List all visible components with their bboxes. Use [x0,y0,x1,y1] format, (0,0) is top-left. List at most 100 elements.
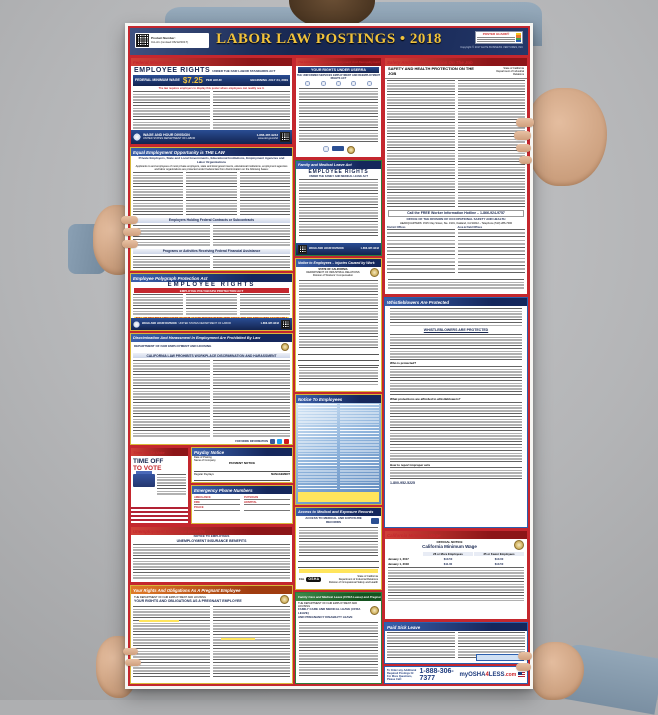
cfra-title-1: FAMILY CARE AND MEDICAL LEAVE (CFRA LEAV… [298,607,361,616]
whistleblowers-heading: WHISTLEBLOWERS ARE PROTECTED [423,328,489,332]
ui-line2: UNEMPLOYMENT INSURANCE BENEFITS [176,538,247,543]
whistleblowers-header: Whistleblowers Are Protected [385,298,527,306]
highlight-mark [299,568,378,573]
safety-header: Safety And Health Protection On The Job [385,58,527,66]
section-access-medical-records: Access to Medical and Exposure Records A… [295,507,382,590]
whd-phone: 1-866-487-9243 [256,132,278,137]
payday-label-1: Date of Posting [194,456,212,459]
poster-body: Federal Minimum Wage EMPLOYEE RIGHTS UND… [130,57,528,684]
polygraph-title: EMPLOYEE RIGHTS [167,282,256,288]
body-text [390,334,522,361]
poster-red-frame: LABOR LAW POSTINGS • 2018 Product Number… [128,26,530,686]
poster-guard-logo: POSTER GUARD® [475,31,523,44]
body-text [131,90,292,132]
person-left-hand-finger [122,240,138,248]
userra-icon [366,81,372,87]
left-column: Federal Minimum Wage EMPLOYEE RIGHTS UND… [130,57,293,684]
agency-name: WAGE AND HOUR DIVISION [309,247,344,251]
logo-osha: OSHA [468,672,486,678]
pregnant-dept: THE DEPARTMENT OF FAIR EMPLOYMENT AND HO… [134,595,207,599]
whd-phone: 1-866-487-9243 [360,247,379,251]
body-text [131,605,292,679]
table-rows [457,229,525,276]
cfra-dept: THE DEPARTMENT OF FAIR EMPLOYMENT AND HO… [298,602,358,609]
fmla-header: Family and Medical Leave Act [296,161,381,169]
payday-label-5: MANAGEMENT [271,472,290,476]
eeo-header: Equal Employment Opportunity is THE LAW [131,148,292,156]
section-whistleblowers: Whistleblowers Are Protected WHISTLEBLOW… [384,297,528,528]
dfeh-header: Discrimination And Harassment In Employm… [131,334,292,342]
section-userra: The Uniformed Services Employment And Re… [295,57,382,158]
body-text [390,449,522,462]
qr-code-icon [298,244,307,254]
section-unemployment-insurance: Unemployment Insurance Benefits NOTICE T… [130,526,293,583]
agency-dept: UNITED STATES DEPARTMENT OF LABOR [143,137,196,141]
us-flag-icon [518,672,525,678]
dfeh-more-info: FOR MORE INFORMATION [235,439,268,443]
payday-label-2: Name of Company [194,459,216,463]
state-seal-icon [346,146,355,155]
order-phone-number: 1-888-306-7377 [419,668,454,682]
vote-payday-row: Time Off To Vote TIME OFF TO VOTE Payday… [130,447,293,524]
employee-rights-title: EMPLOYEE RIGHTS [134,67,211,74]
safety-hotline: Call the FREE Worker Information Hotline… [388,209,524,217]
access-dept: Department of Industrial Relations [338,577,378,581]
facebook-icon [270,439,275,444]
emergency-label-ambulance: AMBULANCE [194,496,240,501]
body-text [131,171,292,217]
body-text [299,526,378,557]
ag-hotline-number: 1-800-952-5225 [390,481,415,486]
userra-banner: YOUR RIGHTS UNDER USERRA [298,67,379,73]
federal-minimum-wage-header: Federal Minimum Wage [131,58,292,66]
body-text [299,621,378,676]
form-line [298,351,379,356]
eeo-intro: Applicants to and employees of most priv… [135,164,288,171]
body-text [133,543,290,580]
safety-office-title: OFFICE OF THE DIVISION OF OCCUPATIONAL S… [406,216,506,221]
person-bottom-left-finger [123,648,138,655]
payday-header: Payday Notice [192,448,292,456]
injuries-division: Division of Workers' Compensation [312,274,354,278]
emergency-label-hospital: HOSPITAL [244,501,290,506]
flsa-subtitle: UNDER THE FAIR LABOR STANDARDS ACT [212,69,276,73]
payday-label-4: Regular Paydays [194,472,214,476]
section-discrimination-harassment: Discrimination And Harassment In Employm… [130,333,293,445]
body-text [131,224,292,248]
order-note: To Order any Additional Required Posting… [387,668,417,682]
product-number-value: CA-A1 (revised 06/12/2017) [151,39,189,44]
agency-logos [296,145,381,155]
calosha-badge: OSHA [306,576,322,582]
wage-row-1-label: January 1, 2017 [388,557,409,561]
dfeh-dept: DEPARTMENT OF FAIR EMPLOYMENT AND HOUSIN… [134,344,212,349]
fmla-subtitle: UNDER THE FAMILY AND MEDICAL LEAVE ACT [309,175,368,178]
dol-seal-icon [133,320,140,328]
cfra-title-2: AND PREGNANCY DISABILITY LEAVE [298,614,353,619]
area-field-offices-label: Area & Field Offices [457,225,483,229]
logo-com: .com [504,672,517,678]
form-line [298,362,379,367]
ui-header: Unemployment Insurance Benefits [131,527,292,535]
body-text [131,359,292,439]
agency-name: WAGE AND HOUR DIVISION [142,322,177,326]
dfeh-subtitle: CALIFORNIA LAW PROHIBITS WORKPLACE DISCR… [133,353,290,358]
vote-line1: TIME OFF [133,458,164,465]
polygraph-subtitle: EMPLOYEE POLYGRAPH PROTECTION ACT [134,288,289,293]
section-time-off-to-vote: Time Off To Vote TIME OFF TO VOTE [130,447,189,524]
person-right-hand-finger [514,131,531,140]
logo-4: 4 [485,672,489,678]
color-bar-icon [516,33,521,42]
fmla-title: EMPLOYEE RIGHTS [308,169,369,175]
fine-print [388,278,524,289]
link-note-box [476,654,524,661]
poster-masthead: LABOR LAW POSTINGS • 2018 Product Number… [130,28,528,55]
safety-state: State of California [503,67,524,70]
person-bottom-right-finger [516,663,531,671]
ca-min-wage-title: California Minimum Wage [422,544,477,550]
eeo-band-contracts: Employers Holding Federal Contracts or S… [133,217,290,223]
person-right-hand-finger [516,144,531,152]
esgr-logo [331,146,344,152]
wage-col-1: 26 or More Employees [423,552,473,556]
body-text [385,79,527,209]
safety-dept: Department of Industrial Relations [496,70,524,77]
benefit-icons [296,80,381,87]
